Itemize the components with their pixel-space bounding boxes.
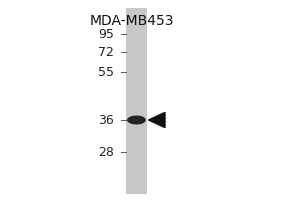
Text: 55: 55	[98, 66, 114, 78]
Polygon shape	[148, 112, 165, 128]
Text: 72: 72	[98, 46, 114, 58]
Text: 28: 28	[98, 146, 114, 158]
Text: 36: 36	[98, 114, 114, 127]
Ellipse shape	[127, 116, 146, 124]
Text: MDA-MB453: MDA-MB453	[90, 14, 175, 28]
Bar	[126, 8, 147, 194]
Text: 95: 95	[98, 27, 114, 40]
